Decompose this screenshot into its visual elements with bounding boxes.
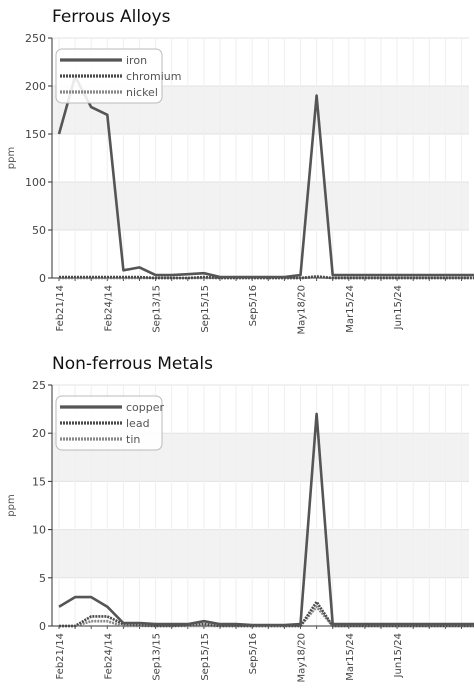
y-axis-label: ppm [6, 494, 17, 516]
x-tick-label: Mar15/24 [345, 633, 356, 681]
y-tick-label: 0 [39, 620, 46, 633]
grid-band [52, 529, 469, 578]
chart-title: Ferrous Alloys [52, 7, 171, 27]
x-tick-label: Sep13/15 [152, 633, 163, 681]
y-tick-label: 200 [25, 80, 46, 93]
y-tick-label: 100 [25, 176, 46, 189]
grid-band [52, 182, 469, 230]
y-tick-label: 0 [39, 272, 46, 285]
y-tick-label: 50 [32, 224, 46, 237]
x-tick-label: Sep5/16 [248, 285, 259, 326]
y-tick-label: 5 [39, 572, 46, 585]
x-tick-label: Feb24/14 [103, 285, 114, 332]
x-tick-label: Sep5/16 [248, 633, 259, 674]
x-tick-label: Mar15/24 [345, 285, 356, 333]
y-tick-label: 20 [32, 427, 46, 440]
y-tick-label: 10 [32, 524, 46, 537]
legend-label-lead: lead [126, 417, 150, 430]
x-tick-label: May18/20 [297, 285, 308, 335]
legend-label-iron: iron [126, 54, 147, 67]
chart-ferrous-alloys: 0 50 100 150 200 250 ppm Feb21/14 Feb24/14 Sep13/… [6, 32, 474, 335]
x-tick-label: Feb21/14 [55, 633, 66, 680]
chart-non-ferrous-metals: 0 5 10 15 20 25 ppm Feb21/14 Feb24/14 Sep13/15 Sep… [6, 379, 474, 683]
x-tick-label: Sep15/15 [200, 285, 211, 333]
x-tick-label: Sep13/15 [152, 285, 163, 333]
x-tick-label: Sep15/15 [200, 633, 211, 681]
legend-label-tin: tin [126, 433, 140, 446]
y-tick-label: 150 [25, 128, 46, 141]
series-line-chromium [59, 275, 474, 280]
y-axis-label: ppm [6, 147, 17, 169]
x-tick-label: Feb24/14 [103, 633, 114, 680]
legend-label-copper: copper [126, 401, 165, 414]
x-tick-label: Jun15/24 [393, 633, 404, 678]
legend-label-nickel: nickel [126, 86, 158, 99]
series-line-copper [58, 412, 474, 627]
legend-label-chromium: chromium [126, 70, 182, 83]
chart-title: Non-ferrous Metals [52, 354, 214, 374]
y-tick-label: 25 [32, 379, 46, 392]
x-tick-label: Feb21/14 [55, 285, 66, 332]
x-tick-label: May18/20 [297, 633, 308, 683]
series-line-iron [57, 75, 474, 279]
y-tick-label: 250 [25, 32, 46, 45]
x-tick-label: Jun15/24 [393, 285, 404, 330]
y-tick-label: 15 [32, 475, 46, 488]
